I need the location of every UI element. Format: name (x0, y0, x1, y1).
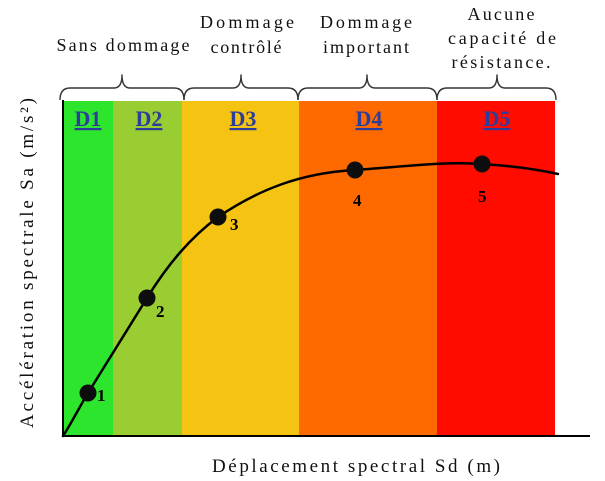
curve-point-4 (346, 161, 364, 179)
x-axis-label: Déplacement spectral Sd (m) (212, 456, 500, 477)
caption-sans-dommage: Sans dommage (57, 35, 190, 55)
zone-label-d2: D2 (136, 106, 163, 131)
caption-aucune-capacite-line2: capacité de (448, 28, 556, 48)
caption-aucune-capacite-line1: Aucune (468, 4, 535, 24)
caption-dommage-controle-line1: Dommage (200, 12, 294, 32)
y-axis-label: Accélération spectrale Sa (m/s²) (17, 98, 38, 428)
curve-point-5 (473, 155, 491, 173)
brace-dommage-controle (183, 74, 299, 101)
braces (59, 74, 557, 101)
caption-dommage-important-line2: important (323, 37, 409, 57)
point-label-5: 5 (478, 187, 487, 206)
brace-dommage-important (297, 74, 438, 101)
curve-point-3 (209, 208, 227, 226)
point-label-2: 2 (156, 302, 165, 321)
caption-dommage-controle-line2: contrôlé (211, 37, 282, 57)
point-label-4: 4 (353, 191, 362, 210)
zone-labels: D1 D2 D3 D4 D5 (75, 106, 511, 131)
curve-point-2 (138, 289, 156, 307)
zone-d2 (113, 101, 182, 436)
brace-aucune-capacite (436, 74, 557, 101)
zone-d5 (437, 101, 555, 436)
zone-d3 (182, 101, 299, 436)
caption-dommage-important-line1: Dommage (320, 12, 412, 32)
zone-label-d1: D1 (75, 106, 102, 131)
zone-captions: Sans dommage Dommage contrôlé Dommage im… (57, 4, 557, 72)
curve-points: 1 2 3 4 5 (79, 155, 491, 405)
curve-point-1 (79, 384, 97, 402)
zone-d1 (63, 101, 113, 436)
caption-aucune-capacite-line3: résistance. (452, 52, 551, 72)
point-label-3: 3 (230, 215, 239, 234)
zone-label-d5: D5 (484, 106, 511, 131)
brace-sans-dommage (59, 74, 185, 101)
zone-label-d4: D4 (356, 106, 383, 131)
zone-label-d3: D3 (230, 106, 257, 131)
point-label-1: 1 (97, 386, 106, 405)
axes (62, 100, 590, 437)
zone-d4 (299, 101, 437, 436)
damage-zones (63, 101, 555, 436)
